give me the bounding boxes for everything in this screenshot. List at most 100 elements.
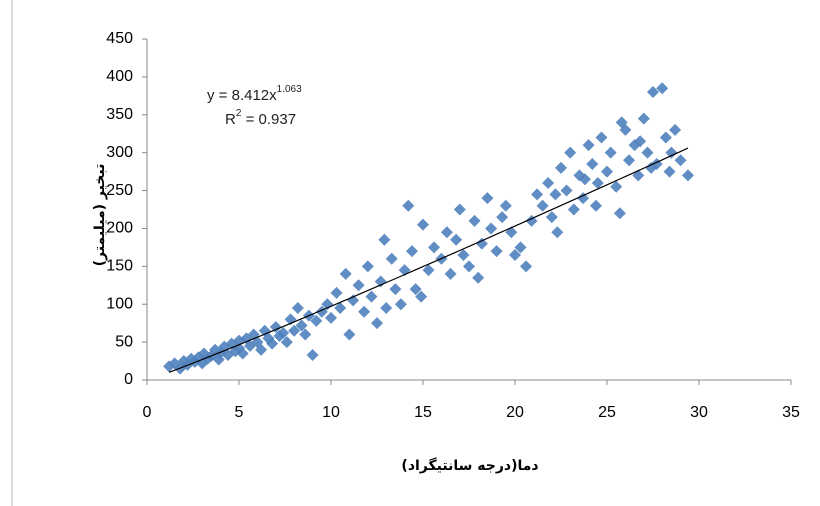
y-tick-label: 300 — [106, 144, 133, 161]
point — [634, 135, 647, 148]
x-tick-label: 10 — [322, 404, 340, 421]
point — [288, 324, 301, 337]
point — [549, 188, 562, 201]
point — [582, 139, 595, 152]
point — [589, 199, 602, 212]
point — [361, 260, 374, 273]
point — [514, 241, 527, 254]
point — [266, 337, 279, 350]
y-tick-label: 50 — [115, 333, 133, 350]
y-tick-label: 350 — [106, 106, 133, 123]
x-axis-title: دما(درجه سانتیگراد) — [401, 457, 538, 474]
point — [536, 199, 549, 212]
y-tick-label: 400 — [106, 68, 133, 85]
point — [645, 161, 658, 174]
y-tick-label: 100 — [106, 295, 133, 312]
point — [647, 86, 659, 99]
point — [457, 248, 470, 261]
point — [236, 347, 249, 360]
point — [453, 203, 466, 216]
point — [358, 305, 371, 318]
point — [591, 176, 604, 189]
point — [295, 319, 308, 332]
point — [604, 146, 617, 159]
point — [409, 283, 422, 296]
y-tick-label: 200 — [106, 220, 133, 237]
point — [577, 192, 590, 205]
point — [371, 317, 383, 330]
point — [352, 279, 365, 292]
point — [277, 327, 290, 340]
point — [578, 173, 591, 186]
point — [330, 286, 343, 299]
eq-x: x — [269, 87, 277, 104]
point — [490, 245, 503, 258]
x-tick-label: 15 — [414, 404, 432, 421]
r2-value: 0.937 — [259, 111, 297, 128]
point — [481, 192, 494, 205]
point — [567, 203, 580, 216]
point — [405, 245, 418, 258]
point — [601, 165, 613, 178]
x-tick-label: 20 — [506, 404, 524, 421]
x-tick-label: 35 — [782, 404, 800, 421]
point — [394, 298, 407, 311]
point — [299, 328, 312, 341]
point — [380, 302, 393, 315]
point — [385, 252, 398, 265]
point — [444, 267, 457, 280]
r-label: R — [225, 111, 236, 128]
point — [428, 241, 441, 254]
point — [641, 146, 654, 159]
point — [374, 275, 387, 288]
point — [255, 343, 268, 356]
trend-equation: y = 8.412x1.063 — [207, 84, 302, 104]
point — [551, 226, 564, 239]
point — [615, 116, 628, 129]
point — [422, 264, 435, 277]
point — [560, 184, 573, 197]
y-tick-label: 150 — [106, 258, 133, 275]
y-tick-label: 450 — [106, 30, 133, 47]
point — [545, 211, 558, 224]
point — [613, 207, 626, 220]
r-eq: = — [241, 111, 258, 128]
point — [681, 169, 694, 182]
y-tick-label: 0 — [124, 371, 133, 388]
point — [463, 260, 475, 273]
point — [472, 271, 485, 284]
point — [389, 283, 402, 296]
point — [595, 131, 608, 144]
point — [339, 267, 352, 280]
point — [674, 154, 687, 167]
point — [509, 248, 521, 261]
point — [475, 237, 488, 250]
point — [564, 146, 577, 159]
point — [378, 233, 391, 246]
point — [623, 154, 636, 167]
point — [244, 339, 257, 352]
point — [269, 320, 282, 333]
point — [291, 302, 304, 315]
y-tick-label: 250 — [106, 182, 133, 199]
point — [485, 222, 498, 235]
y-axis-title: تبخیر (میلیمتر) — [92, 164, 108, 267]
point — [586, 158, 599, 171]
point — [555, 161, 567, 174]
point — [542, 176, 555, 189]
r-sup: 2 — [236, 108, 242, 119]
point — [659, 131, 672, 144]
x-tick-label: 0 — [143, 404, 152, 421]
point — [306, 348, 319, 361]
point — [325, 311, 337, 324]
point — [610, 180, 623, 193]
eq-a: 8.412 — [232, 87, 270, 104]
point — [531, 188, 544, 201]
point — [402, 199, 415, 212]
point — [440, 226, 453, 239]
point — [669, 123, 682, 136]
point — [496, 211, 509, 224]
point — [637, 112, 650, 125]
point — [415, 290, 428, 303]
